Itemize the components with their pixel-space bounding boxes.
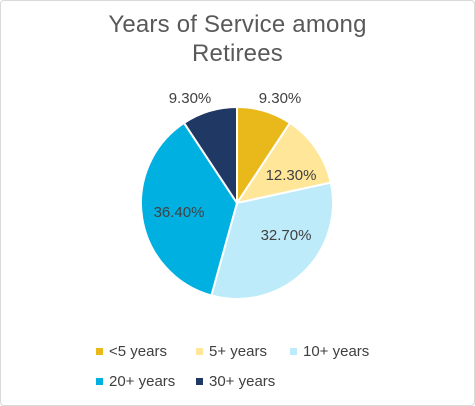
data-label-2: 32.70% <box>261 227 312 244</box>
data-label-4: 9.30% <box>169 90 212 107</box>
chart-title: Years of Service among Retirees <box>0 10 475 68</box>
data-label-1: 12.30% <box>266 167 317 184</box>
chart-title-line-2: Retirees <box>192 40 283 67</box>
pie-slice-3 <box>140 121 239 297</box>
data-label-3: 36.40% <box>154 204 205 221</box>
pie-slice-2 <box>210 181 334 300</box>
pie-slice-1 <box>234 121 333 205</box>
chart-title-line-1: Years of Service among <box>108 11 367 38</box>
pie-slice-4 <box>182 105 238 207</box>
data-label-0: 9.30% <box>259 90 302 107</box>
